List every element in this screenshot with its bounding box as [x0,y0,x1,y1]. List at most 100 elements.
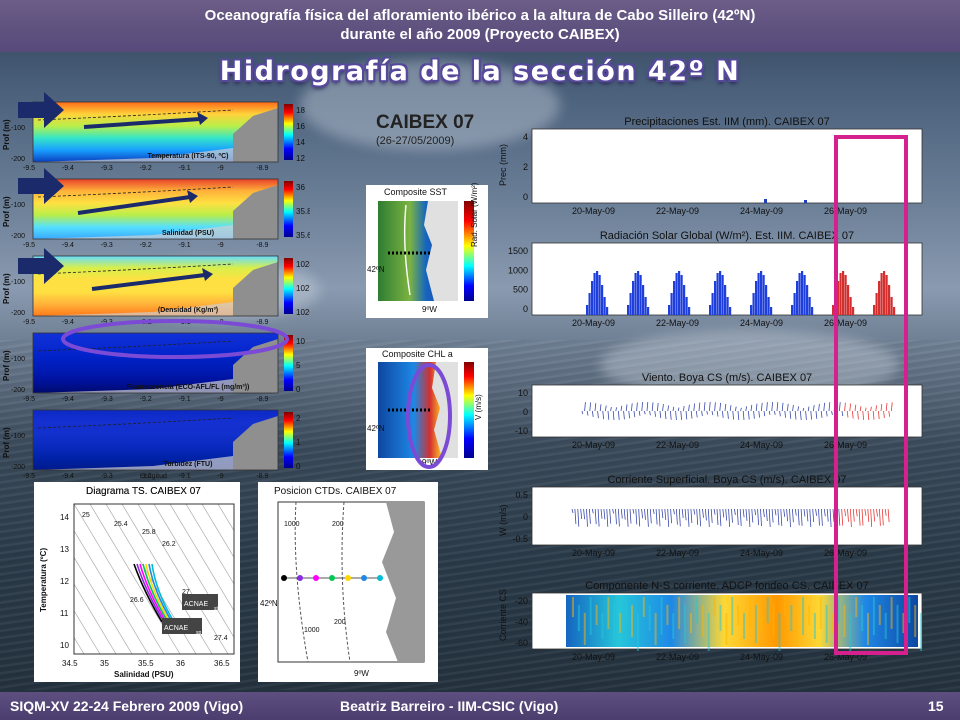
section-frame [32,409,279,471]
wind-vector [625,404,628,412]
section-label: (Densidad (Kg/m³) [158,307,218,314]
highlight-ellipse [406,363,452,469]
campaign-title: CAIBEX 07 [376,112,475,133]
margin-mask [34,482,74,682]
current-vector [803,508,806,517]
current-vector [812,508,815,523]
radiation-bar [637,271,640,315]
time-series-panel: Radiación Solar Global (W/m²). Est. IIM.… [508,230,923,328]
current-vector [884,508,887,516]
current-vector [815,508,817,516]
radiation-bar [680,275,683,315]
adcp-cell [583,613,586,645]
radiation-bar [678,271,681,315]
radiation-bar [588,293,591,315]
current-vector [655,508,658,525]
current-vector [696,508,699,525]
flow-arrow-head [187,190,198,203]
x-tick: -9.5 [23,319,35,326]
current-vector [591,508,594,514]
current-vector [652,508,655,515]
chl-colorbar-label: V (m/s) [474,394,483,420]
current-vector [583,508,585,520]
current-vector [728,508,730,527]
x-tick: -8.9 [256,396,268,403]
x-tick: 26-May-09 [824,206,867,216]
wind-vector [891,402,893,412]
adcp-cell [861,605,864,631]
x-tick: 24-May-09 [740,440,783,450]
current-vector [603,508,606,520]
bathymetry [233,416,278,470]
flow-arrow-head [202,268,213,281]
footer-event: SIQM-XV 22-24 Febrero 2009 (Vigo) [10,698,244,714]
x-tick: -9.4 [62,319,74,326]
bathymetry [33,456,233,470]
current-vector [644,508,646,520]
wind-vector [672,406,675,412]
ts-y-tick: 12 [60,577,69,586]
wind-vector [709,401,711,412]
current-vector [623,508,626,520]
precip-bar [764,199,767,203]
radiation-bar [675,273,678,315]
wind-vector [610,407,612,412]
y-axis-label: Prof (m) [2,427,11,458]
adcp-cell [743,613,746,639]
radiation-bar [750,305,753,315]
current-vector [809,508,812,528]
adcp-cell [684,605,687,643]
current-vector [734,508,736,515]
flow-arrow [77,195,191,215]
adcp-cell [672,613,675,639]
current-vector [615,508,617,525]
wind-vector [883,410,885,419]
isobath [294,501,309,663]
colorbar [284,181,293,237]
current-vector [847,508,849,522]
x-tick: 20-May-09 [572,652,615,662]
y-tick: 0 [523,407,528,417]
colorbar [284,258,293,314]
current-vector [870,508,873,528]
adcp-cell [719,605,722,631]
wind-vector [815,410,818,419]
slide-header: Oceanografía física del afloramiento ibé… [0,0,960,52]
sst-colorbar-label: Rad. Solar (W/m²) [470,182,479,247]
contour-line [37,417,234,429]
wind-vector [693,403,695,412]
current-vector [580,508,583,520]
adcp-cell [619,613,622,633]
wind-vector [657,403,659,412]
y-tick: -60 [515,638,528,648]
wind-vector [599,404,602,412]
ts-y-tick: 10 [60,641,69,650]
radiation-bar [885,275,888,315]
ts-profile [139,563,167,623]
ts-x-tick: 36.5 [214,659,230,668]
ts-x-label: Salinidad (PSU) [114,670,174,679]
current-vector [876,508,878,517]
adcp-cell [642,597,645,617]
wind-vector [763,410,766,417]
current-vector [702,508,704,518]
adcp-cell [813,613,816,639]
x-tick: -9.2 [140,242,152,249]
current-vector [792,508,794,523]
current-vector [571,508,574,514]
current-vector [763,508,765,518]
current-vector [658,508,661,527]
current-vector [673,508,675,515]
wind-vector [776,402,779,412]
y-tick: 1500 [508,246,528,256]
adcp-cell [589,597,592,635]
wind-vector [592,410,594,418]
contour-line [37,186,234,198]
wind-vector [755,403,758,412]
wind-vector [646,401,649,412]
isobath-label: 200 [332,521,344,528]
section-frame [32,101,279,163]
current-vector [661,508,664,519]
x-tick: -9.5 [23,396,35,403]
radiation-bar [798,273,801,315]
